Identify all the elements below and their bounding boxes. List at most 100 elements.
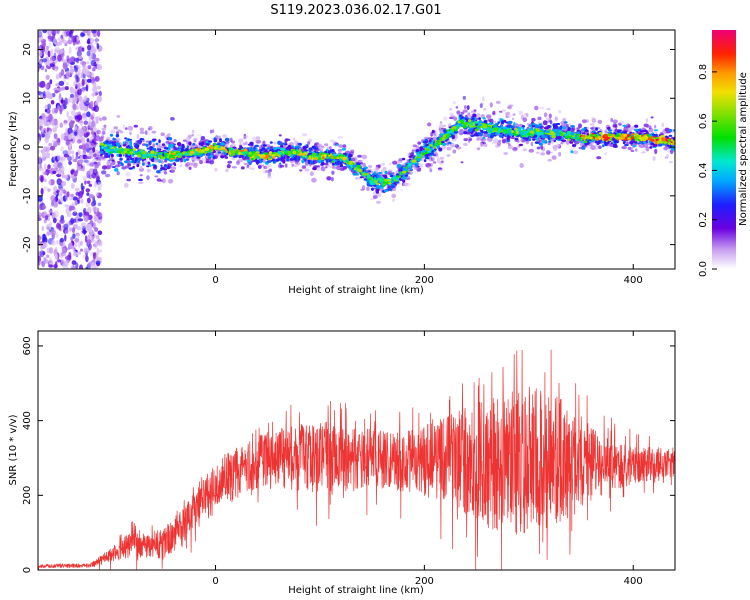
noise-blob bbox=[98, 219, 103, 223]
spectral-ridge-blob bbox=[163, 153, 167, 156]
noise-blob bbox=[95, 37, 98, 45]
spectral-ridge-blob bbox=[670, 142, 674, 146]
spectral-halo-blob bbox=[139, 165, 144, 170]
spectral-band-blob bbox=[214, 139, 217, 142]
spectral-halo-blob bbox=[519, 163, 524, 168]
spectral-halo-blob bbox=[391, 193, 397, 198]
noise-blob bbox=[54, 253, 58, 261]
noise-blob bbox=[60, 133, 65, 141]
noise-blob bbox=[60, 197, 64, 203]
spectral-halo-blob bbox=[593, 145, 599, 150]
spectral-halo-blob bbox=[268, 169, 272, 173]
spectral-halo-blob bbox=[231, 166, 237, 169]
spectral-halo-blob bbox=[462, 109, 468, 113]
spectral-halo-blob bbox=[115, 137, 121, 141]
spectral-halo-blob bbox=[412, 144, 417, 147]
noise-blob bbox=[79, 101, 83, 109]
spectral-halo-blob bbox=[604, 151, 608, 156]
noise-blob bbox=[87, 44, 92, 51]
noise-blob bbox=[92, 78, 96, 82]
noise-blob bbox=[55, 232, 59, 238]
spectral-halo-blob bbox=[627, 146, 632, 151]
spectral-halo-blob bbox=[331, 170, 335, 175]
spectral-band-blob bbox=[567, 127, 571, 132]
spectral-band-blob bbox=[341, 147, 347, 151]
noise-blob bbox=[86, 239, 92, 244]
spectral-halo-blob bbox=[147, 127, 151, 131]
spectral-band-blob bbox=[163, 147, 169, 150]
spectral-ridge-blob bbox=[433, 146, 437, 149]
spectral-halo-blob bbox=[293, 164, 299, 168]
spectral-band-blob bbox=[339, 163, 343, 168]
spectral-band-blob bbox=[149, 148, 152, 151]
spectral-halo-blob bbox=[227, 160, 233, 164]
spectral-halo-blob bbox=[538, 139, 543, 143]
noise-blob bbox=[57, 154, 61, 161]
spectral-halo-blob bbox=[294, 160, 299, 163]
spectral-halo-blob bbox=[380, 162, 386, 166]
spectral-halo-blob bbox=[581, 119, 587, 124]
noise-blob bbox=[56, 137, 61, 143]
spectral-halo-blob bbox=[528, 148, 535, 153]
spectral-band-blob bbox=[514, 137, 519, 141]
spectral-band-blob bbox=[127, 138, 133, 141]
noise-blob bbox=[47, 50, 51, 58]
noise-blob bbox=[49, 56, 55, 62]
noise-blob bbox=[41, 226, 45, 231]
spectral-band-blob bbox=[103, 141, 107, 144]
spectral-band-blob bbox=[266, 160, 272, 163]
spectral-halo-blob bbox=[193, 156, 197, 162]
spectral-band-blob bbox=[169, 143, 174, 148]
spectral-halo-blob bbox=[640, 151, 647, 154]
spectral-halo-blob bbox=[251, 136, 258, 142]
spectral-band-blob bbox=[477, 131, 480, 135]
spectral-halo-blob bbox=[473, 109, 477, 112]
spectral-halo-blob bbox=[291, 163, 295, 167]
noise-blob bbox=[46, 83, 49, 89]
spectral-band-blob bbox=[302, 145, 307, 150]
spectral-ridge-blob bbox=[241, 151, 245, 154]
noise-blob bbox=[63, 132, 69, 137]
noise-blob bbox=[38, 149, 41, 154]
noise-blob bbox=[67, 39, 73, 45]
noise-blob bbox=[95, 101, 99, 107]
spectral-halo-blob bbox=[560, 120, 566, 125]
noise-blob bbox=[95, 176, 100, 182]
noise-blob bbox=[49, 145, 56, 151]
noise-blob bbox=[65, 81, 69, 86]
spectral-band-blob bbox=[266, 147, 271, 150]
spectral-halo-blob bbox=[122, 124, 126, 130]
spectral-halo-blob bbox=[382, 166, 387, 171]
spectral-band-blob bbox=[298, 142, 302, 146]
spectral-halo-blob bbox=[95, 116, 101, 120]
noise-blob bbox=[92, 112, 95, 117]
spectral-halo-blob bbox=[144, 130, 148, 135]
spectral-halo-blob bbox=[101, 135, 105, 139]
spectral-band-blob bbox=[396, 164, 402, 168]
spectral-halo-blob bbox=[512, 113, 516, 116]
noise-blob bbox=[90, 239, 96, 243]
noise-blob bbox=[49, 63, 55, 67]
noise-blob bbox=[62, 59, 68, 64]
noise-blob bbox=[97, 202, 102, 207]
noise-blob bbox=[98, 249, 103, 253]
noise-blob bbox=[51, 93, 56, 98]
spectral-band-blob bbox=[371, 187, 374, 191]
spectral-halo-blob bbox=[255, 139, 262, 144]
noise-blob bbox=[96, 95, 103, 103]
spectral-halo-blob bbox=[459, 129, 465, 134]
noise-blob bbox=[94, 57, 100, 62]
noise-blob bbox=[54, 57, 58, 64]
spectral-halo-blob bbox=[185, 137, 191, 141]
noise-blob bbox=[50, 229, 56, 236]
spectral-halo-blob bbox=[290, 142, 295, 146]
spectral-ridge-blob bbox=[598, 132, 603, 135]
spectral-band-blob bbox=[668, 134, 673, 137]
spectral-band-blob bbox=[582, 132, 586, 135]
spectral-halo-blob bbox=[242, 142, 246, 146]
spectral-ridge-blob bbox=[251, 155, 255, 159]
spectral-halo-blob bbox=[554, 116, 558, 121]
spectral-ridge-blob bbox=[317, 157, 322, 161]
spectral-band-blob bbox=[569, 141, 574, 144]
noise-blob bbox=[64, 234, 67, 242]
